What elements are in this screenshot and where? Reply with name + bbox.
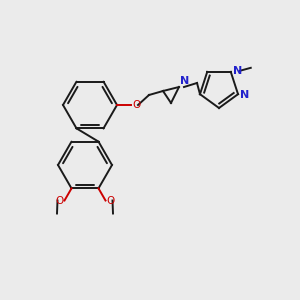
Text: O: O — [106, 196, 115, 206]
Text: O: O — [132, 100, 140, 110]
Text: O: O — [55, 196, 64, 206]
Text: N: N — [180, 76, 189, 86]
Text: N: N — [233, 66, 242, 76]
Text: N: N — [240, 90, 249, 100]
